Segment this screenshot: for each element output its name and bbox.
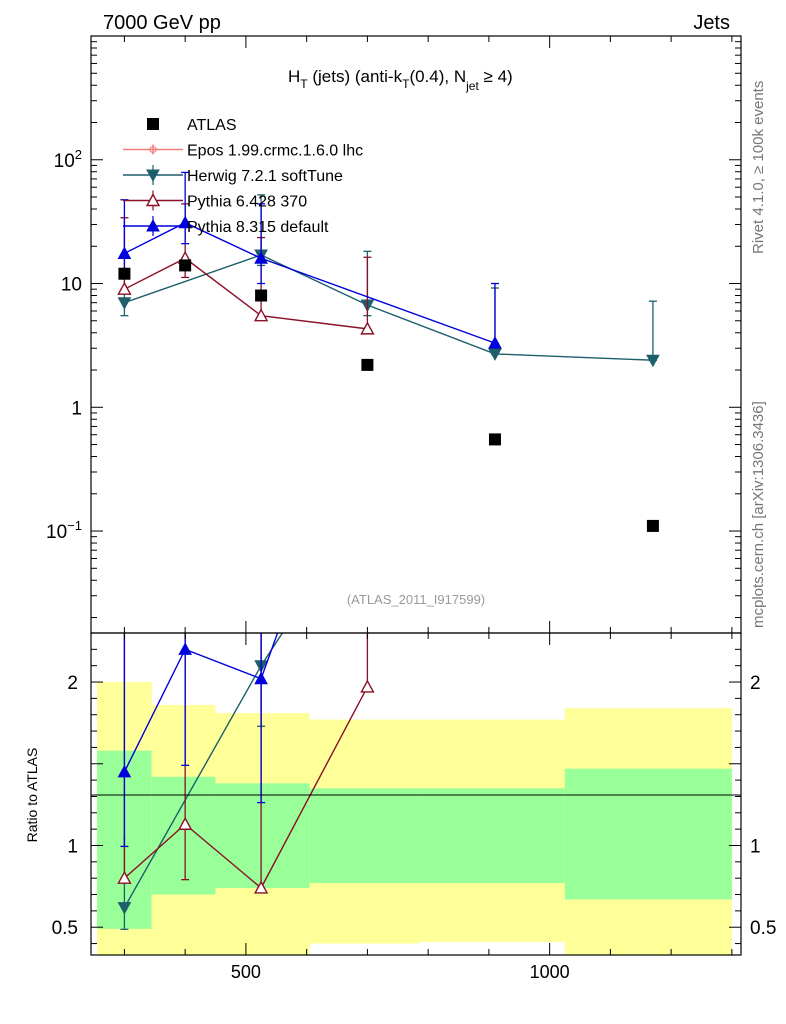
ratio-point-pythia6-1 [177,816,193,830]
ratio-ylabel: Ratio to ATLAS [24,748,40,843]
title-h-sub: T [300,77,308,91]
band-inner-1 [151,776,216,895]
legend-marker-epos [148,144,158,155]
title-h: H [288,67,300,86]
ratio-point-pythia8-0 [117,764,132,778]
series-data [118,259,659,532]
legend-entry-epos: Epos 1.99.crmc.1.6.0 lhc [123,143,363,160]
xtick-label-0: 500 [231,962,261,982]
legend-entry-pythia6: Pythia 6.428 370 [123,190,307,211]
title-n-sub: jet [465,79,479,93]
point-herwig-0 [117,297,132,310]
axis-tick-labels: 500 1000 10−1 1 10 102 0.5 0.5 1 1 2 2 [46,147,776,982]
title-part2: (0.4), N [409,67,466,86]
ratio-line-herwig [123,633,284,908]
ytick-ratio-label-left-0: 0.5 [52,918,78,939]
main-panel-series [117,171,660,532]
legend-entry-pythia8: Pythia 8.315 default [123,216,329,236]
band-inner-3 [309,788,420,884]
band-inner-5 [564,768,732,900]
ytick-ratio-label-left-1: 1 [67,836,78,857]
point-pythia6-3 [360,321,375,335]
axis-ticks [91,36,741,955]
point-data-3 [361,358,374,371]
legend-label-pythia8: Pythia 8.315 default [187,219,329,236]
ratio-point-herwig-2 [361,497,373,508]
ratio-line-pythia6 [123,686,369,890]
title-k-sub: T [402,77,410,91]
analysis-watermark: (ATLAS_2011_I917599) [347,592,485,607]
title-part1: (jets) (anti-k [308,67,403,86]
legend-label-herwig: Herwig 7.2.1 softTune [187,168,343,185]
legend-marker-pythia6 [145,193,161,207]
point-data-5 [646,519,659,532]
ratio-bands [97,682,732,955]
title-part3: ≥ 4) [479,67,513,86]
ratio-series-pythia8 [117,22,501,848]
point-pythia8-3 [488,336,502,349]
line-pythia6 [124,257,368,330]
ratio-panel-series [117,22,501,930]
band-inner-4 [419,788,565,884]
ratio-point-herwig-0 [117,902,132,915]
point-herwig-3 [488,348,502,361]
ratio-point-pythia8-2 [254,671,268,685]
ytick-ratio-label-right-0: 0.5 [750,918,776,939]
ytick-main-label-2: 10 [61,275,82,296]
ratio-point-pythia6-3 [360,679,375,693]
line-herwig [124,254,653,361]
point-data-4 [488,433,501,446]
ratio-point-pythia8-3 [489,22,501,33]
ytick-main-label-0: 10−1 [46,518,82,543]
point-pythia8-2 [254,251,268,264]
legend-marker-data [147,118,159,130]
point-pythia6-2 [253,308,269,322]
ytick-ratio-label-left-2: 2 [67,673,78,694]
main-series-clip [117,171,660,532]
band-inner-2 [215,783,310,888]
ratio-point-pythia6-0 [117,870,132,884]
legend-label-data: ATLAS [187,117,237,134]
legend-label-pythia6: Pythia 6.428 370 [187,194,307,211]
legend-marker-herwig [146,169,160,183]
ytick-main-label-1: 1 [71,398,82,419]
process-label: Jets [693,12,730,34]
point-data-2 [255,289,268,302]
ratio-point-pythia6-2 [253,880,269,894]
mcplots-ref: mcplots.cern.ch [arXiv:1306.3436] [750,401,767,628]
ratio-line-pythia8 [123,633,279,773]
ratio-point-pythia8-1 [178,642,193,655]
ratio-series-clip [117,22,501,930]
point-pythia8-1 [178,215,193,229]
line-pythia8 [124,221,496,344]
plot-title: HT (jets) (anti-kT(0.4), Njet ≥ 4) [288,67,513,93]
rivet-info: Rivet 4.1.0, ≥ 100k events [750,81,767,254]
ratio-panel-frame [90,632,742,956]
point-data-0 [118,267,131,280]
point-pythia8-0 [117,246,132,259]
ytick-ratio-label-right-2: 2 [750,673,761,694]
beam-label: 7000 GeV pp [103,12,221,34]
legend-label-epos: Epos 1.99.crmc.1.6.0 lhc [187,143,363,160]
series-pythia8 [117,171,502,349]
ytick-main-label-3: 102 [54,147,82,172]
xtick-label-1: 1000 [530,962,570,982]
legend: ATLAS Epos 1.99.crmc.1.6.0 lhc Herwig 7.2.… [123,117,363,236]
point-herwig-4 [646,354,660,368]
legend-marker-pythia8 [146,218,160,232]
ytick-ratio-label-right-1: 1 [750,836,761,857]
legend-entry-data: ATLAS [147,117,237,134]
point-data-1 [179,259,192,272]
point-pythia6-0 [117,281,132,295]
legend-entry-herwig: Herwig 7.2.1 softTune [123,165,343,185]
ratio-point-herwig-3 [489,203,501,214]
